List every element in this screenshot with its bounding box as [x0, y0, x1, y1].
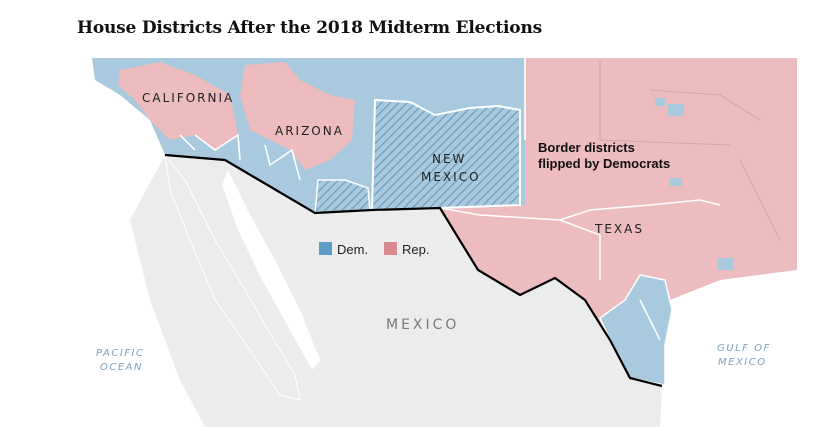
- label-mexico-country: MEXICO: [386, 317, 459, 333]
- label-california: CALIFORNIA: [142, 91, 234, 105]
- district-boundaries: [179, 58, 721, 341]
- texas-dem-city-spots: [655, 98, 734, 270]
- label-new-mexico-2: MEXICO: [421, 170, 481, 184]
- gulf-of-california: [222, 170, 320, 370]
- label-gulf-2: MEXICO: [718, 357, 767, 368]
- legend-dem-swatch: [319, 242, 332, 255]
- annotation-line-2: flipped by Democrats: [538, 156, 670, 171]
- california-rep-area: [118, 62, 238, 150]
- label-new-mexico-1: NEW: [432, 152, 466, 166]
- annotation-line-1: Border districts: [538, 140, 635, 155]
- label-texas: TEXAS: [594, 222, 644, 236]
- label-arizona: ARIZONA: [275, 124, 344, 138]
- region-rep-east: [440, 58, 797, 340]
- arizona-flipped-district: [314, 179, 371, 214]
- legend-rep-label: Rep.: [402, 242, 429, 257]
- label-pacific-2: OCEAN: [100, 362, 143, 373]
- legend-dem-label: Dem.: [337, 242, 368, 257]
- us-mexico-border: [164, 153, 663, 388]
- baja-peninsula: [164, 153, 301, 401]
- label-gulf-1: GULF OF: [717, 343, 771, 354]
- state-lines: [599, 60, 781, 241]
- legend-rep-swatch: [384, 242, 397, 255]
- label-pacific-1: PACIFIC: [96, 348, 145, 359]
- arizona-rep-area: [240, 62, 355, 170]
- map-title: House Districts After the 2018 Midterm E…: [77, 18, 542, 38]
